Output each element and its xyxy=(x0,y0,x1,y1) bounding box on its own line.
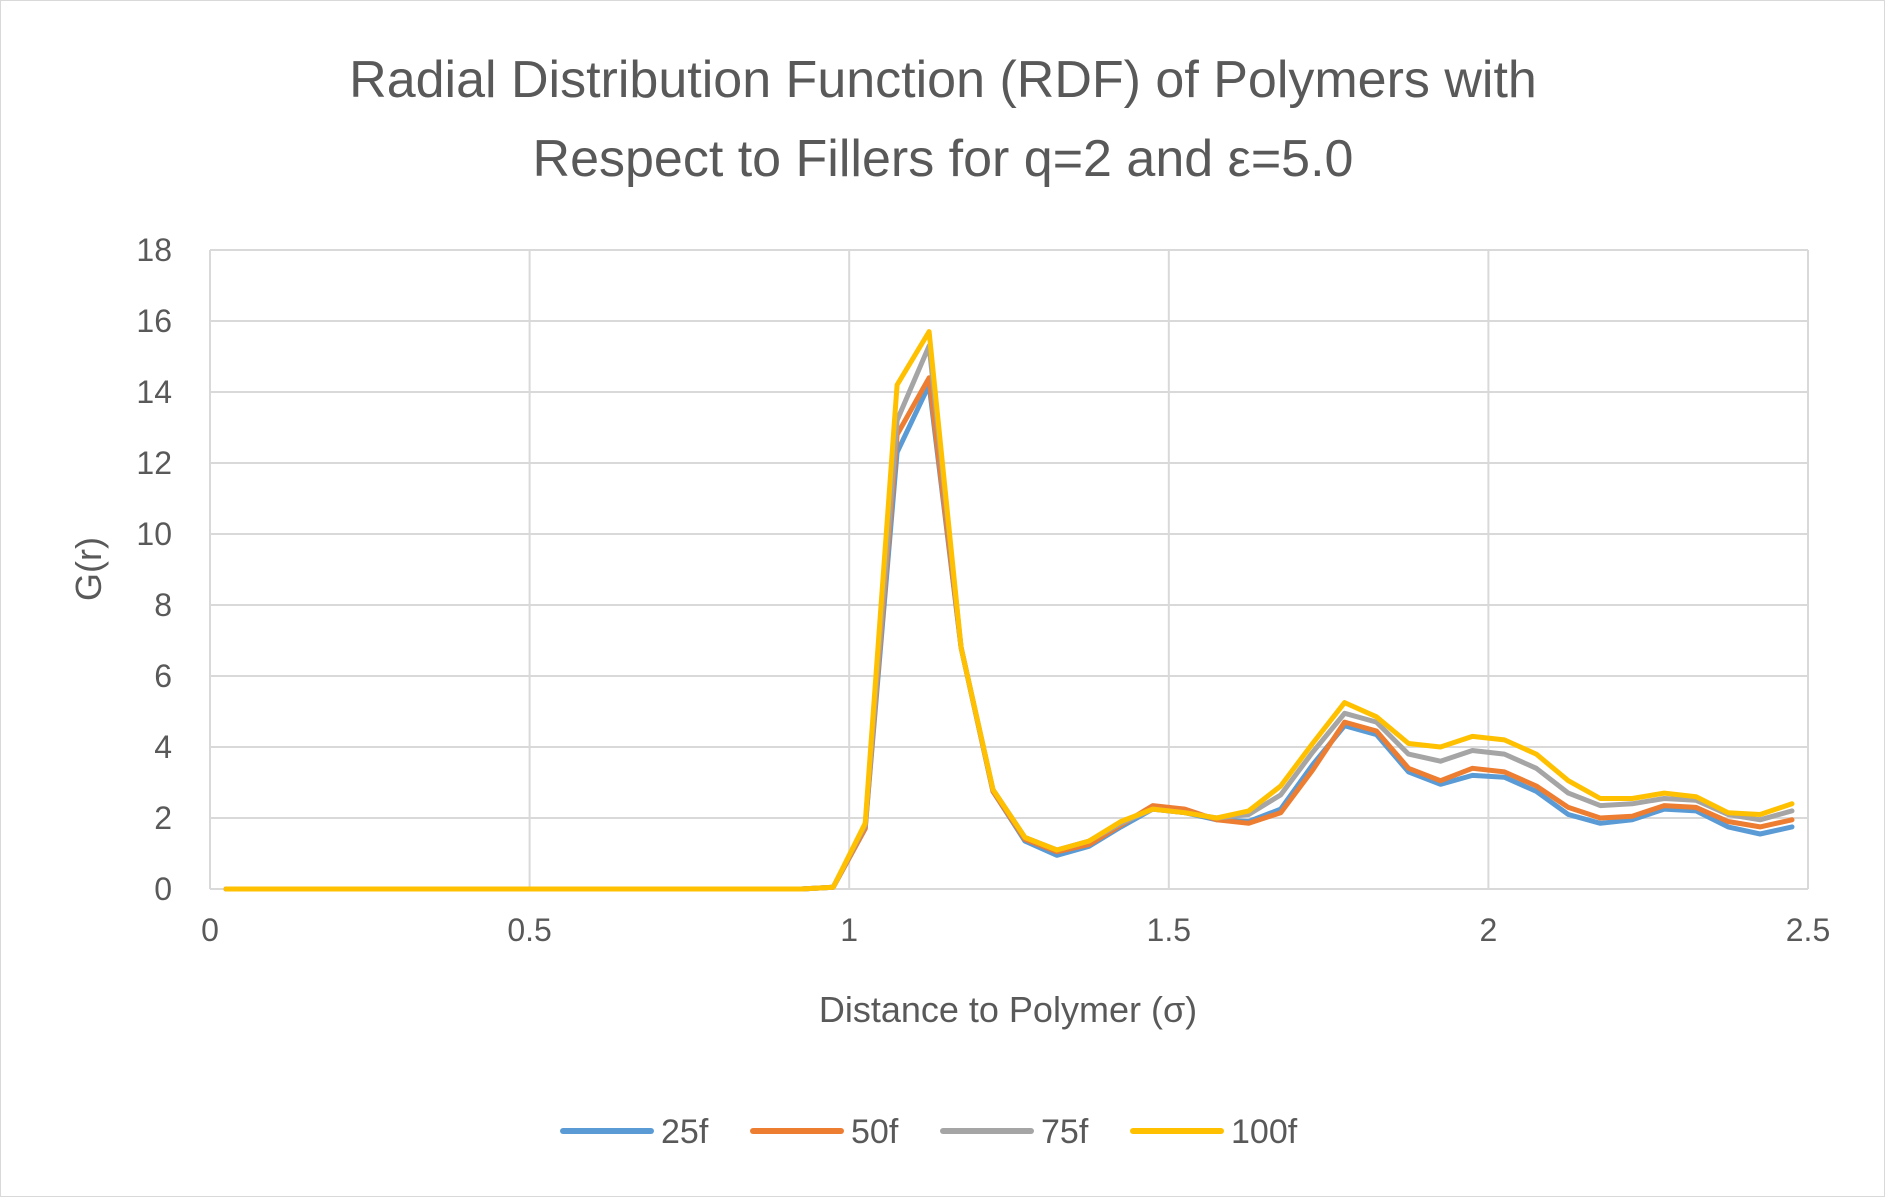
series-line-100f xyxy=(223,329,1795,892)
y-axis-title: G(r) xyxy=(68,537,109,601)
y-tick-label: 4 xyxy=(154,729,172,765)
y-tick-label: 14 xyxy=(136,374,172,410)
series-layer xyxy=(223,329,1795,892)
x-tick-label: 1 xyxy=(840,912,858,948)
chart-title-line-1: Radial Distribution Function (RDF) of Po… xyxy=(349,51,1537,109)
x-axis-title: Distance to Polymer (σ) xyxy=(819,989,1197,1030)
y-tick-label: 18 xyxy=(136,232,172,268)
x-tick-label: 2 xyxy=(1480,912,1498,948)
y-tick-label: 6 xyxy=(154,658,172,694)
tick-layer: 0 2 4 6 8 10 12 14 16 18 0 0.5 1 1.5 2 2.5 xyxy=(136,232,1830,948)
y-tick-label: 10 xyxy=(136,516,172,552)
legend-label-75f: 75f xyxy=(1041,1113,1089,1151)
grid-layer xyxy=(209,249,1809,890)
y-tick-label: 12 xyxy=(136,445,172,481)
legend-label-50f: 50f xyxy=(851,1113,899,1151)
legend-label-100f: 100f xyxy=(1231,1113,1298,1151)
x-tick-label: 1.5 xyxy=(1147,912,1191,948)
y-tick-label: 16 xyxy=(136,303,172,339)
y-tick-label: 0 xyxy=(154,871,172,907)
legend: 25f 50f 75f 100f xyxy=(560,1113,1298,1151)
y-tick-label: 2 xyxy=(154,800,172,836)
y-tick-label: 8 xyxy=(154,587,172,623)
x-tick-label: 2.5 xyxy=(1786,912,1830,948)
x-tick-label: 0.5 xyxy=(507,912,551,948)
chart-title-line-2: Respect to Fillers for q=2 and ε=5.0 xyxy=(533,130,1354,188)
x-tick-label: 0 xyxy=(201,912,219,948)
legend-label-25f: 25f xyxy=(661,1113,709,1151)
